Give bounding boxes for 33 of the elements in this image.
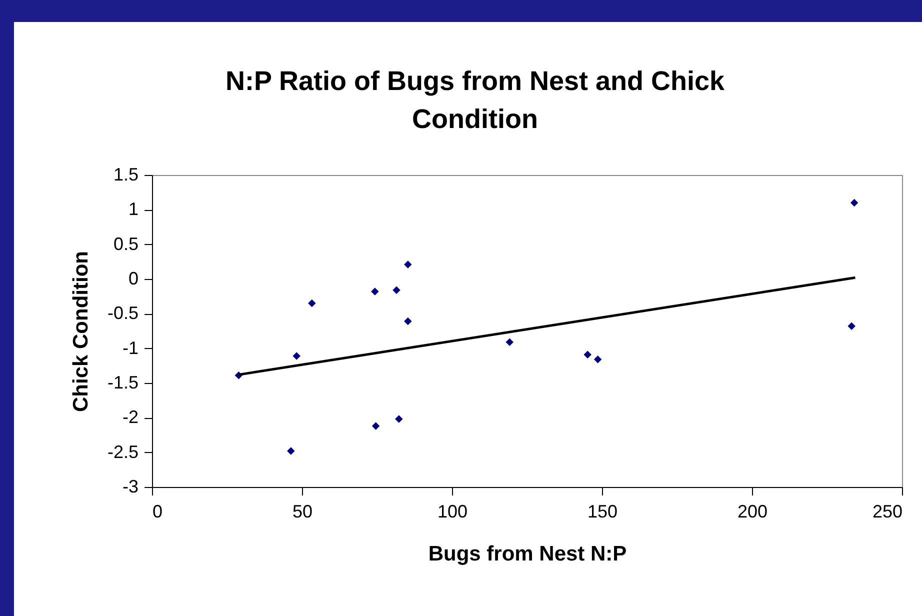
y-tick-label: 1.5 [113, 164, 138, 184]
y-tick-label: -1.5 [107, 372, 138, 392]
point [848, 322, 856, 330]
y-tick-label: 0.5 [113, 234, 138, 254]
x-axis-title: Bugs from Nest N:P [428, 542, 627, 566]
x-tick-label: 250 [872, 502, 902, 522]
point [392, 286, 400, 294]
point [395, 415, 403, 423]
y-tick-label: -0.5 [107, 303, 138, 324]
point [850, 198, 858, 207]
y-tick-label: -2 [122, 407, 138, 428]
point [308, 299, 316, 308]
y-tick-label: 0 [128, 268, 138, 288]
point [404, 260, 412, 268]
point [506, 338, 514, 346]
point [371, 288, 379, 296]
y-tick-label: -3 [122, 476, 138, 496]
x-tick-label: 100 [437, 502, 468, 522]
y-tick-label: -1 [122, 338, 138, 358]
point [292, 352, 300, 360]
y-tick-label: 1 [128, 199, 138, 220]
y-tick-label: -2.5 [107, 442, 138, 462]
point [287, 447, 295, 455]
point [594, 356, 602, 364]
point [404, 317, 412, 326]
x-tick-label: 200 [737, 502, 768, 522]
chart-title: N:P Ratio of Bugs from Nest and Chick Condition [224, 65, 726, 136]
x-tick-label: 150 [587, 502, 618, 522]
x-tick-label: 0 [152, 502, 163, 522]
y-axis-title: Chick Condition [69, 251, 92, 412]
point [584, 350, 592, 358]
point [372, 422, 380, 430]
x-tick-label: 50 [292, 502, 313, 522]
